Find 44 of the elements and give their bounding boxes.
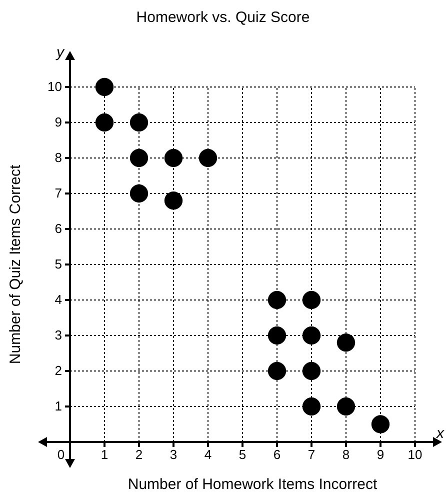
- y-axis-title: Number of Quiz Items Correct: [7, 164, 24, 364]
- point: [268, 290, 286, 310]
- point: [302, 397, 321, 416]
- y-tick-label: 2: [54, 363, 62, 378]
- y-tick-label: 7: [54, 186, 62, 201]
- chart-title: Homework vs. Quiz Score: [136, 9, 310, 26]
- point: [95, 113, 114, 132]
- y-tick-label: 4: [54, 292, 62, 308]
- point: [268, 362, 286, 380]
- point: [130, 184, 148, 203]
- point: [371, 415, 390, 434]
- point: [95, 78, 114, 96]
- point: [302, 290, 321, 310]
- y-tick-label: 9: [54, 114, 62, 130]
- y-tick-label: 6: [54, 221, 62, 236]
- x-tick-label: 8: [342, 447, 350, 462]
- point: [336, 334, 356, 352]
- x-tick-label: 7: [308, 447, 316, 462]
- x-tick-label: 10: [408, 447, 422, 462]
- x-tick-label: 2: [135, 447, 143, 462]
- x-axis-title: Number of Homework Items Incorrect: [128, 476, 378, 493]
- point: [302, 362, 321, 380]
- x-tick-label: 3: [170, 447, 178, 462]
- x-tick-label: 9: [376, 447, 384, 462]
- y-tick-label: 1: [54, 398, 62, 414]
- y-tick-label: 5: [54, 256, 62, 272]
- x-tick-label: 5: [238, 447, 246, 462]
- point: [268, 326, 286, 345]
- x-tick-label: 4: [204, 447, 212, 462]
- point: [164, 148, 183, 168]
- text: x: [436, 425, 444, 442]
- point: [130, 148, 148, 168]
- x-tick-label: 0: [57, 447, 65, 462]
- text: y: [56, 44, 66, 61]
- x-tick-label: 1: [100, 447, 108, 462]
- y-tick-label: 8: [54, 150, 62, 166]
- point: [198, 148, 218, 168]
- y-tick-label: 3: [54, 328, 62, 343]
- y-tick-label: 10: [48, 79, 62, 94]
- point: [164, 192, 183, 210]
- point: [336, 397, 356, 416]
- x-tick-label: 6: [273, 447, 281, 462]
- point: [130, 113, 148, 132]
- point: [302, 326, 321, 345]
